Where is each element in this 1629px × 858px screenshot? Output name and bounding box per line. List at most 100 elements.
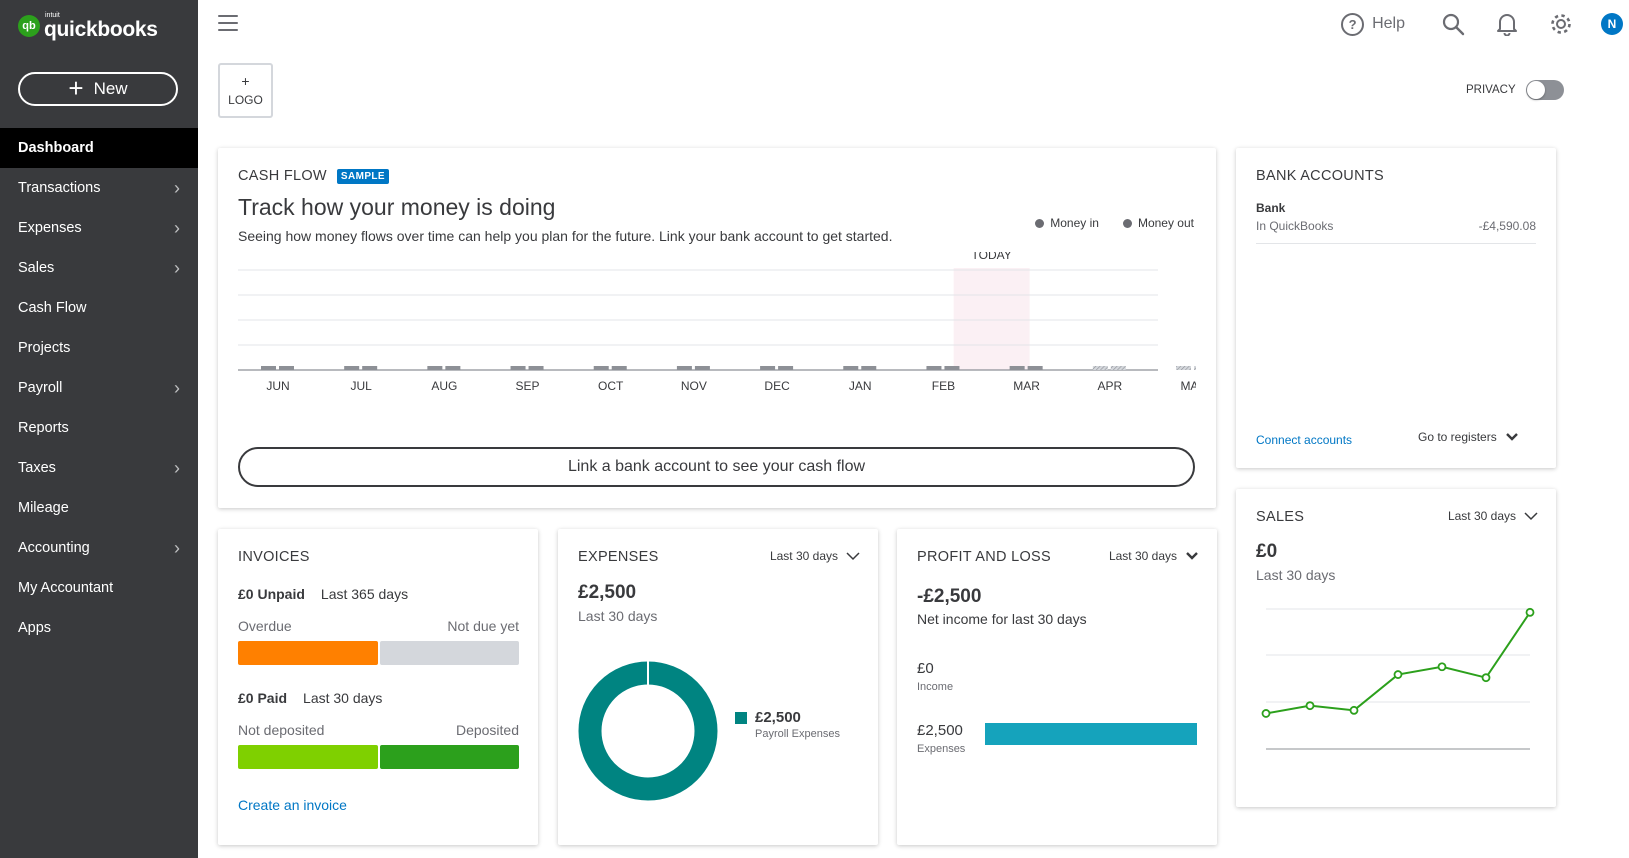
sidebar-item-taxes[interactable]: Taxes › bbox=[0, 448, 198, 488]
paid-range: Last 30 days bbox=[303, 690, 383, 706]
plus-icon: + bbox=[68, 72, 84, 103]
month-tick-label: OCT bbox=[598, 379, 624, 393]
link-bank-button[interactable]: Link a bank account to see your cash flo… bbox=[238, 447, 1195, 487]
deposited-bar[interactable] bbox=[380, 745, 519, 769]
create-invoice-link[interactable]: Create an invoice bbox=[238, 797, 347, 813]
sales-trend-point bbox=[1525, 607, 1535, 617]
go-to-registers-dropdown[interactable]: Go to registers bbox=[1418, 430, 1519, 444]
connect-accounts-link[interactable]: Connect accounts bbox=[1256, 433, 1353, 447]
sidebar-item-expenses[interactable]: Expenses › bbox=[0, 208, 198, 248]
month-tick-label: JUL bbox=[351, 379, 373, 393]
bell-icon[interactable] bbox=[1493, 10, 1521, 38]
unpaid-summary: £0 Unpaid Last 365 days bbox=[238, 586, 408, 602]
cash-flow-bar-may-out bbox=[1194, 366, 1196, 370]
sales-amount: £0 bbox=[1256, 541, 1278, 562]
sidebar-item-sales[interactable]: Sales › bbox=[0, 248, 198, 288]
today-highlight bbox=[953, 268, 1030, 370]
add-logo-button[interactable]: + LOGO bbox=[218, 63, 273, 118]
sidebar-item-accounting[interactable]: Accounting › bbox=[0, 528, 198, 568]
not-deposited-bar[interactable] bbox=[238, 745, 378, 769]
help-button[interactable]: ? Help bbox=[1341, 12, 1405, 36]
quickbooks-logo[interactable]: qb intuit quickbooks bbox=[18, 12, 158, 40]
cash-flow-bar-may-in bbox=[1176, 366, 1191, 370]
donut-slice-payroll bbox=[578, 661, 718, 801]
cash-flow-bar-sep-in bbox=[510, 366, 526, 370]
sidebar-item-cash-flow[interactable]: Cash Flow bbox=[0, 288, 198, 328]
logo-intuit-text: intuit bbox=[45, 12, 60, 19]
sidebar-item-apps[interactable]: Apps bbox=[0, 608, 198, 648]
sidebar-item-label: Cash Flow bbox=[18, 300, 87, 316]
new-button[interactable]: + New bbox=[18, 72, 178, 106]
bank-account-row[interactable]: In QuickBooks -£4,590.08 bbox=[1256, 219, 1536, 244]
sidebar-item-mileage[interactable]: Mileage bbox=[0, 488, 198, 528]
cash-flow-heading: Track how your money is doing bbox=[238, 194, 556, 220]
cash-flow-card: CASH FLOW SAMPLE Track how your money is… bbox=[218, 148, 1216, 508]
cash-flow-bar-mar-in bbox=[1009, 366, 1025, 370]
legend-money-out: Money out bbox=[1122, 216, 1194, 230]
expenses-legend: £2,500 Payroll Expenses bbox=[735, 709, 840, 740]
sales-range-dropdown[interactable]: Last 30 days bbox=[1448, 509, 1538, 523]
cash-flow-subtitle: Seeing how money flows over time can hel… bbox=[238, 228, 893, 244]
bank-account-value: -£4,590.08 bbox=[1478, 219, 1536, 233]
expenses-donut-chart[interactable] bbox=[578, 661, 718, 801]
sales-trend-line bbox=[1265, 611, 1531, 715]
sidebar-item-reports[interactable]: Reports bbox=[0, 408, 198, 448]
expenses-bar[interactable] bbox=[985, 723, 1197, 745]
cash-flow-chart: TODAY JUN JUL AUG SEP OCT NOV DEC JAN FEB MAR APR MA… bbox=[238, 252, 1196, 393]
sales-trend-point bbox=[1481, 673, 1491, 683]
month-tick-label: AUG bbox=[431, 379, 457, 393]
sidebar-item-payroll[interactable]: Payroll › bbox=[0, 368, 198, 408]
sales-trend-chart bbox=[1261, 607, 1535, 750]
profit-loss-range-dropdown[interactable]: Last 30 days bbox=[1109, 549, 1199, 563]
sidebar-item-label: Accounting bbox=[18, 540, 90, 556]
sales-range-label: Last 30 days bbox=[1447, 509, 1516, 523]
cash-flow-bar-apr-in bbox=[1092, 366, 1108, 370]
expenses-legend-value: £2,500 bbox=[755, 709, 801, 726]
sample-badge: SAMPLE bbox=[336, 168, 389, 184]
chevron-down-icon bbox=[1524, 512, 1538, 521]
chevron-right-icon: › bbox=[174, 217, 180, 238]
profit-loss-card: PROFIT AND LOSS Last 30 days -£2,500 Net… bbox=[897, 529, 1217, 845]
not-due-bar[interactable] bbox=[380, 641, 519, 665]
sidebar-item-projects[interactable]: Projects bbox=[0, 328, 198, 368]
sidebar-item-transactions[interactable]: Transactions › bbox=[0, 168, 198, 208]
expenses-card: EXPENSES Last 30 days £2,500 Last 30 day… bbox=[558, 529, 878, 845]
cash-flow-bar-nov-in bbox=[676, 366, 692, 370]
bank-accounts-card: BANK ACCOUNTS Bank In QuickBooks -£4,590… bbox=[1236, 148, 1556, 468]
sales-subtitle: Last 30 days bbox=[1256, 567, 1336, 583]
paid-amount: £0 Paid bbox=[238, 690, 288, 706]
month-tick-label: MAY bbox=[1180, 379, 1196, 393]
unpaid-bar[interactable] bbox=[238, 641, 519, 665]
go-to-registers-label: Go to registers bbox=[1418, 430, 1497, 444]
gear-icon[interactable] bbox=[1547, 10, 1575, 38]
invoices-card: INVOICES £0 Unpaid Last 365 days Overdue… bbox=[218, 529, 538, 845]
month-tick-label: NOV bbox=[681, 379, 707, 393]
search-icon[interactable] bbox=[1439, 10, 1467, 38]
expenses-amount: £2,500 bbox=[578, 582, 637, 603]
help-label: Help bbox=[1372, 15, 1405, 32]
sales-trend-point bbox=[1393, 670, 1403, 679]
overdue-label: Overdue bbox=[238, 618, 292, 634]
overdue-bar[interactable] bbox=[238, 641, 378, 665]
privacy-toggle[interactable] bbox=[1525, 80, 1564, 100]
cash-flow-bar-sep-out bbox=[528, 366, 544, 370]
sidebar-item-dashboard[interactable]: Dashboard bbox=[0, 128, 198, 168]
cash-flow-bar-apr-out bbox=[1110, 366, 1126, 370]
unpaid-range: Last 365 days bbox=[320, 586, 409, 602]
cash-flow-bar-dec-in bbox=[760, 366, 776, 370]
cash-flow-bar-jul-out bbox=[362, 366, 378, 370]
avatar[interactable]: N bbox=[1601, 13, 1623, 35]
expenses-range-dropdown[interactable]: Last 30 days bbox=[770, 549, 860, 563]
paid-summary: £0 Paid Last 30 days bbox=[238, 690, 382, 706]
add-logo-label: LOGO bbox=[228, 92, 263, 107]
sidebar-nav: Dashboard Transactions › Expenses › Sales › Cas… bbox=[0, 128, 198, 648]
paid-bar[interactable] bbox=[238, 745, 519, 769]
sales-trend-point bbox=[1305, 701, 1315, 711]
sidebar-item-my-accountant[interactable]: My Accountant bbox=[0, 568, 198, 608]
menu-icon[interactable] bbox=[218, 15, 238, 31]
bank-account-label: In QuickBooks bbox=[1256, 219, 1334, 233]
chevron-down-icon bbox=[1186, 552, 1198, 560]
bank-accounts-title: BANK ACCOUNTS bbox=[1256, 168, 1384, 184]
bank-name: Bank bbox=[1256, 201, 1286, 215]
not-due-label: Not due yet bbox=[447, 618, 519, 634]
